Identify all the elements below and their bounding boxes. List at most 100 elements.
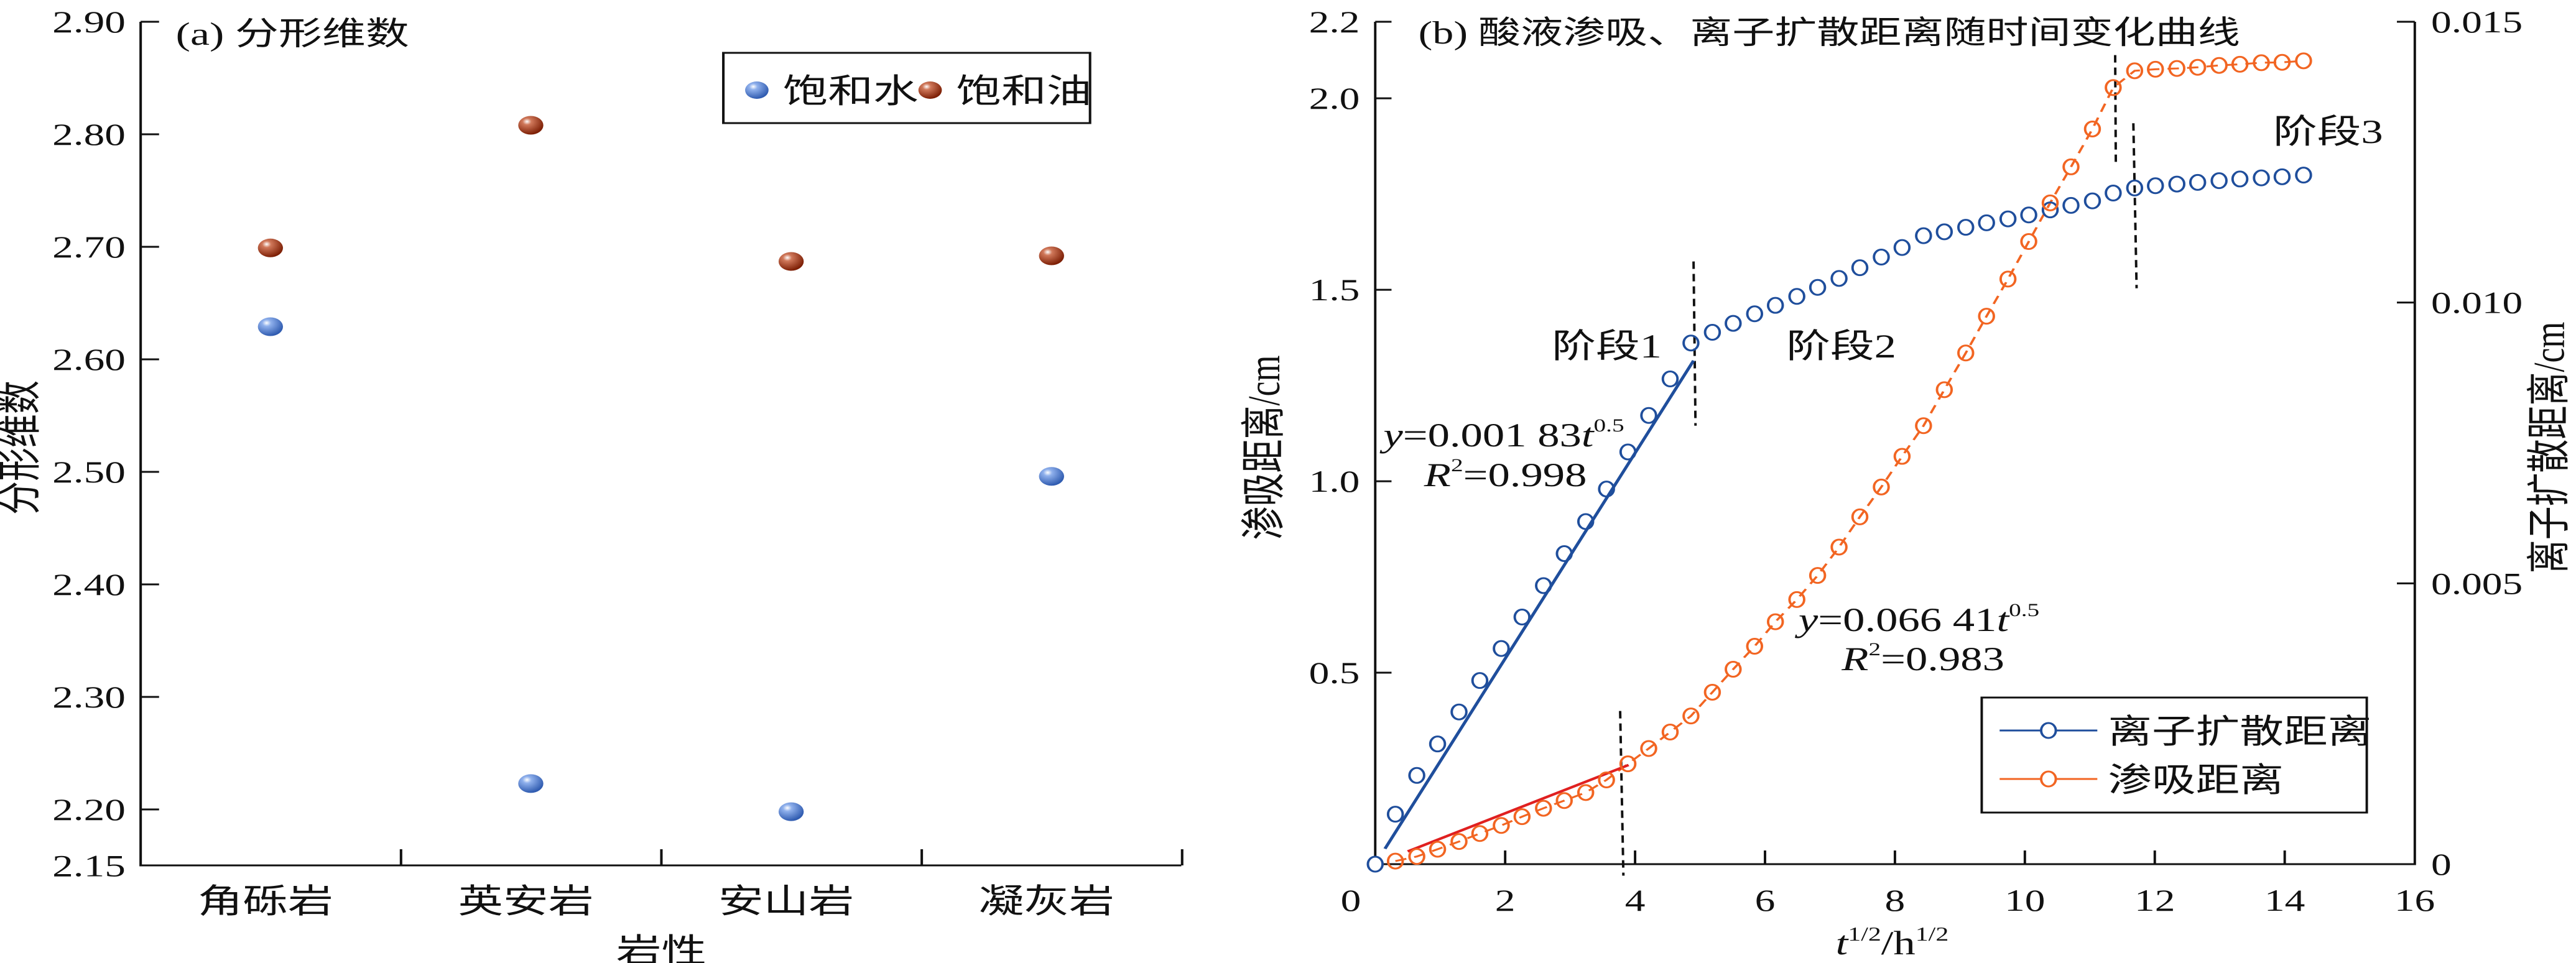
x-tick-label: 16 <box>2394 883 2435 918</box>
y-axis <box>139 22 1182 867</box>
diffusion-data-point <box>1935 223 1953 241</box>
diffusion-data-point <box>1493 640 1510 657</box>
diffusion-data-point <box>2147 177 2164 195</box>
infiltration-data-point <box>1893 448 1911 465</box>
diffusion-data-point <box>1873 248 1890 265</box>
water-data-point <box>778 802 804 821</box>
diffusion-data-point <box>1471 672 1489 689</box>
legend-label-infiltration: 渗吸距离 <box>2108 762 2284 799</box>
legend-label-oil: 饱和油 <box>956 73 1091 110</box>
fractal-dimension-chart: 2.90 2.80 2.70 2.60 2.50 2.40 2.30 2.20 2.15 角砾岩… <box>0 4 1289 963</box>
diffusion-data-point <box>2062 196 2080 214</box>
left-y-tick-label: 1.5 <box>1309 272 1360 307</box>
infiltration-data-point <box>1957 344 1975 362</box>
infiltration-data-point <box>1471 825 1489 842</box>
infiltration-data-point <box>2126 62 2144 80</box>
infiltration-data-point <box>1535 799 1552 817</box>
diffusion-data-point <box>2126 179 2144 196</box>
stage-divider <box>1692 261 1697 426</box>
fit-r2-infiltration: R2=0.983 <box>1841 638 2004 678</box>
diffusion-data-point <box>1598 481 1615 498</box>
y-axis-label: 分形维数 <box>0 380 45 515</box>
legend-box <box>722 52 1091 124</box>
diffusion-data-point <box>1661 371 1679 388</box>
oil-data-point <box>1039 246 1064 265</box>
diffusion-data-point <box>2295 167 2312 184</box>
stage-divider <box>1619 711 1625 876</box>
diffusion-data-point <box>2168 175 2185 193</box>
infiltration-data-point <box>1851 508 1869 525</box>
oil-data-point <box>257 238 283 257</box>
y-tick-label: 2.60 <box>52 342 126 377</box>
water-data-point <box>257 317 283 336</box>
infiltration-data-point <box>1703 683 1721 701</box>
left-y-tick-label: 2.2 <box>1309 4 1360 39</box>
infiltration-data-point <box>1682 707 1700 725</box>
diffusion-data-point <box>1893 239 1911 256</box>
infiltration-data-point <box>1788 591 1805 608</box>
x-axis-label: 岩性 <box>616 933 707 963</box>
water-data-point <box>1039 467 1064 486</box>
right-y-tick-label: 0.010 <box>2431 285 2523 320</box>
diffusion-data-point <box>2231 170 2249 188</box>
legend-box <box>1980 696 2368 814</box>
stage-1-label: 阶段1 <box>1552 328 1662 365</box>
legend-marker-oil <box>918 81 942 99</box>
infiltration-data-point <box>1978 308 1995 325</box>
water-data-point <box>518 774 544 793</box>
y-tick-label: 2.50 <box>52 454 126 489</box>
diffusion-data-point <box>2189 173 2207 191</box>
infiltration-data-point <box>1598 772 1615 788</box>
infiltration-data-point <box>2062 158 2080 175</box>
infiltration-data-point <box>2147 60 2164 78</box>
diffusion-fit-line <box>1383 360 1695 850</box>
infiltration-data-point <box>1493 817 1510 834</box>
x-tick-label: 角砾岩 <box>198 883 333 920</box>
diffusion-data-point <box>1640 407 1657 424</box>
diffusion-data-point <box>1513 609 1531 626</box>
infiltration-data-point <box>1450 833 1468 850</box>
chart-title: (b) 酸液渗吸、离子扩散距离随时间变化曲线 <box>1419 15 2240 51</box>
infiltration-data-point <box>1830 538 1848 556</box>
right-y-tick-label: 0.005 <box>2431 566 2523 601</box>
right-y-tick-label: 0.015 <box>2431 4 2523 39</box>
diffusion-data-point <box>1619 443 1637 461</box>
infiltration-data-point <box>2083 120 2101 137</box>
infiltration-data-point <box>1577 784 1595 801</box>
diffusion-data-point <box>1408 767 1425 784</box>
infiltration-data-point <box>1725 661 1742 678</box>
x-tick-label: 凝灰岩 <box>979 883 1114 920</box>
right-y-tick-label: 0 <box>2431 847 2452 882</box>
diffusion-data-point <box>1788 288 1805 305</box>
x-axis-label: t1/2/h1/2 <box>1836 924 1949 962</box>
infiltration-data-point <box>1873 478 1890 495</box>
infiltration-data-point <box>1746 638 1764 655</box>
x-tick-label: 2 <box>1495 883 1516 918</box>
infiltration-data-point <box>1999 270 2017 288</box>
diffusion-data-point <box>1809 279 1827 296</box>
diffusion-data-point <box>1725 315 1742 332</box>
diffusion-data-point <box>1830 270 1848 287</box>
diffusion-data-point <box>1957 219 1975 236</box>
x-tick-label: 8 <box>1885 883 1906 918</box>
infiltration-data-point <box>1661 724 1679 741</box>
right-axis-label: 离子扩散距离/cm <box>2524 322 2574 574</box>
diffusion-data-point <box>1535 577 1552 594</box>
y-tick-label: 2.15 <box>52 849 126 883</box>
diffusion-data-point <box>1366 855 1384 873</box>
x-tick-label: 10 <box>2004 883 2045 918</box>
legend-marker-infiltration <box>2040 770 2057 788</box>
diffusion-data-point <box>1577 513 1595 530</box>
x-tick-label: 4 <box>1625 883 1646 918</box>
y-tick-label: 2.90 <box>52 4 126 39</box>
fit-equation-infiltration: y=0.066 41t0.5 <box>1794 599 2039 638</box>
fit-r2-diffusion: R2=0.998 <box>1424 454 1587 494</box>
diffusion-data-point <box>1766 297 1784 314</box>
stage-2-label: 阶段2 <box>1786 328 1896 365</box>
diffusion-data-point <box>1915 227 1932 244</box>
infiltration-data-point <box>1555 792 1573 809</box>
infiltration-data-point <box>1640 740 1657 757</box>
infiltration-data-point <box>2295 52 2312 70</box>
y-tick-label: 2.70 <box>52 229 126 264</box>
oil-data-point <box>518 116 544 135</box>
